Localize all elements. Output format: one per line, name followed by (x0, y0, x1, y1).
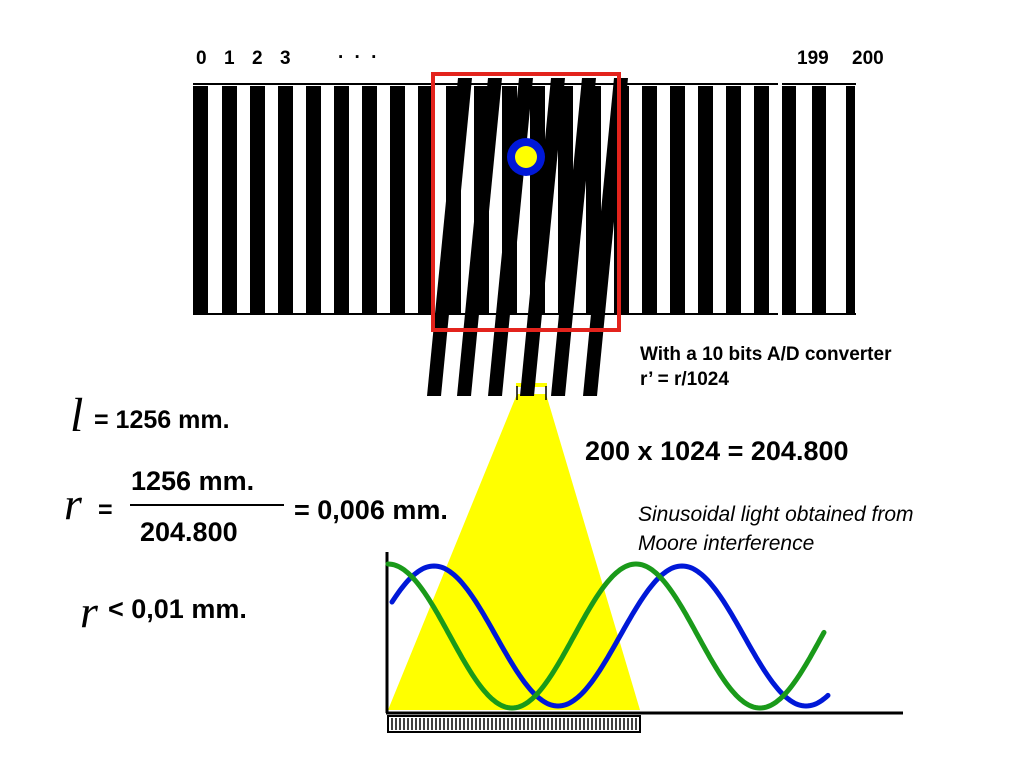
grating-bar (222, 86, 237, 314)
end-grating-bars (782, 86, 855, 314)
length-symbol: l (70, 389, 84, 442)
fraction-denominator: 204.800 (140, 517, 238, 547)
converter-note-line2: r’ = r/1024 (640, 369, 729, 390)
sensor-array-ticks (391, 718, 637, 730)
grating-bar (642, 86, 657, 314)
scale-label-3: 3 (280, 48, 291, 69)
grating-bar (278, 86, 293, 314)
fraction-numerator: 1256 mm. (131, 466, 255, 496)
grating-bar (390, 86, 405, 314)
sinusoid-caption-line2: Moore interference (638, 532, 815, 555)
reading-window-frame (431, 72, 621, 332)
sensor-array-strip (387, 715, 641, 733)
grating-bar (726, 86, 741, 314)
resolution-symbol-2: r (80, 586, 98, 637)
end-grating-bar (782, 86, 796, 314)
end-grating-bar (812, 86, 826, 314)
tilted-grating-bar (583, 78, 628, 396)
end-grating-bar (846, 86, 855, 314)
grating-bar (306, 86, 321, 314)
tilted-grating-bar (551, 78, 596, 396)
sensor-core (515, 146, 537, 168)
resolution-result: = 0,006 mm. (294, 495, 448, 525)
resolution-symbol: r (64, 478, 82, 529)
grating-bar (418, 86, 433, 314)
grating-bar (334, 86, 349, 314)
resolution-bound: < 0,01 mm. (108, 594, 247, 624)
grating-bar (362, 86, 377, 314)
blue-sine-wave (389, 563, 831, 709)
grating-bar (754, 86, 769, 314)
scale-ellipsis: . . . (338, 42, 380, 63)
resolution-product: 200 x 1024 = 204.800 (585, 436, 849, 466)
grating-bar (698, 86, 713, 314)
grating-end-segment (782, 83, 856, 315)
scale-label-0: 0 (196, 48, 207, 69)
grating-bar (193, 86, 208, 314)
converter-note-line1: With a 10 bits A/D converter (640, 344, 892, 365)
scale-label-2: 2 (252, 48, 263, 69)
scale-label-1: 1 (224, 48, 235, 69)
grating-bar (250, 86, 265, 314)
tilted-grating-bar (457, 78, 502, 396)
scale-label-199: 199 (797, 48, 829, 69)
resolution-equals: = (98, 496, 113, 524)
scale-label-200: 200 (852, 48, 884, 69)
sinusoid-caption-line1: Sinusoidal light obtained from (638, 503, 914, 526)
grating-bar (670, 86, 685, 314)
tilted-grating-bar (427, 78, 472, 396)
length-value: = 1256 mm. (94, 406, 230, 434)
tilted-grating-bar (520, 78, 565, 396)
green-sine-wave (385, 561, 827, 711)
